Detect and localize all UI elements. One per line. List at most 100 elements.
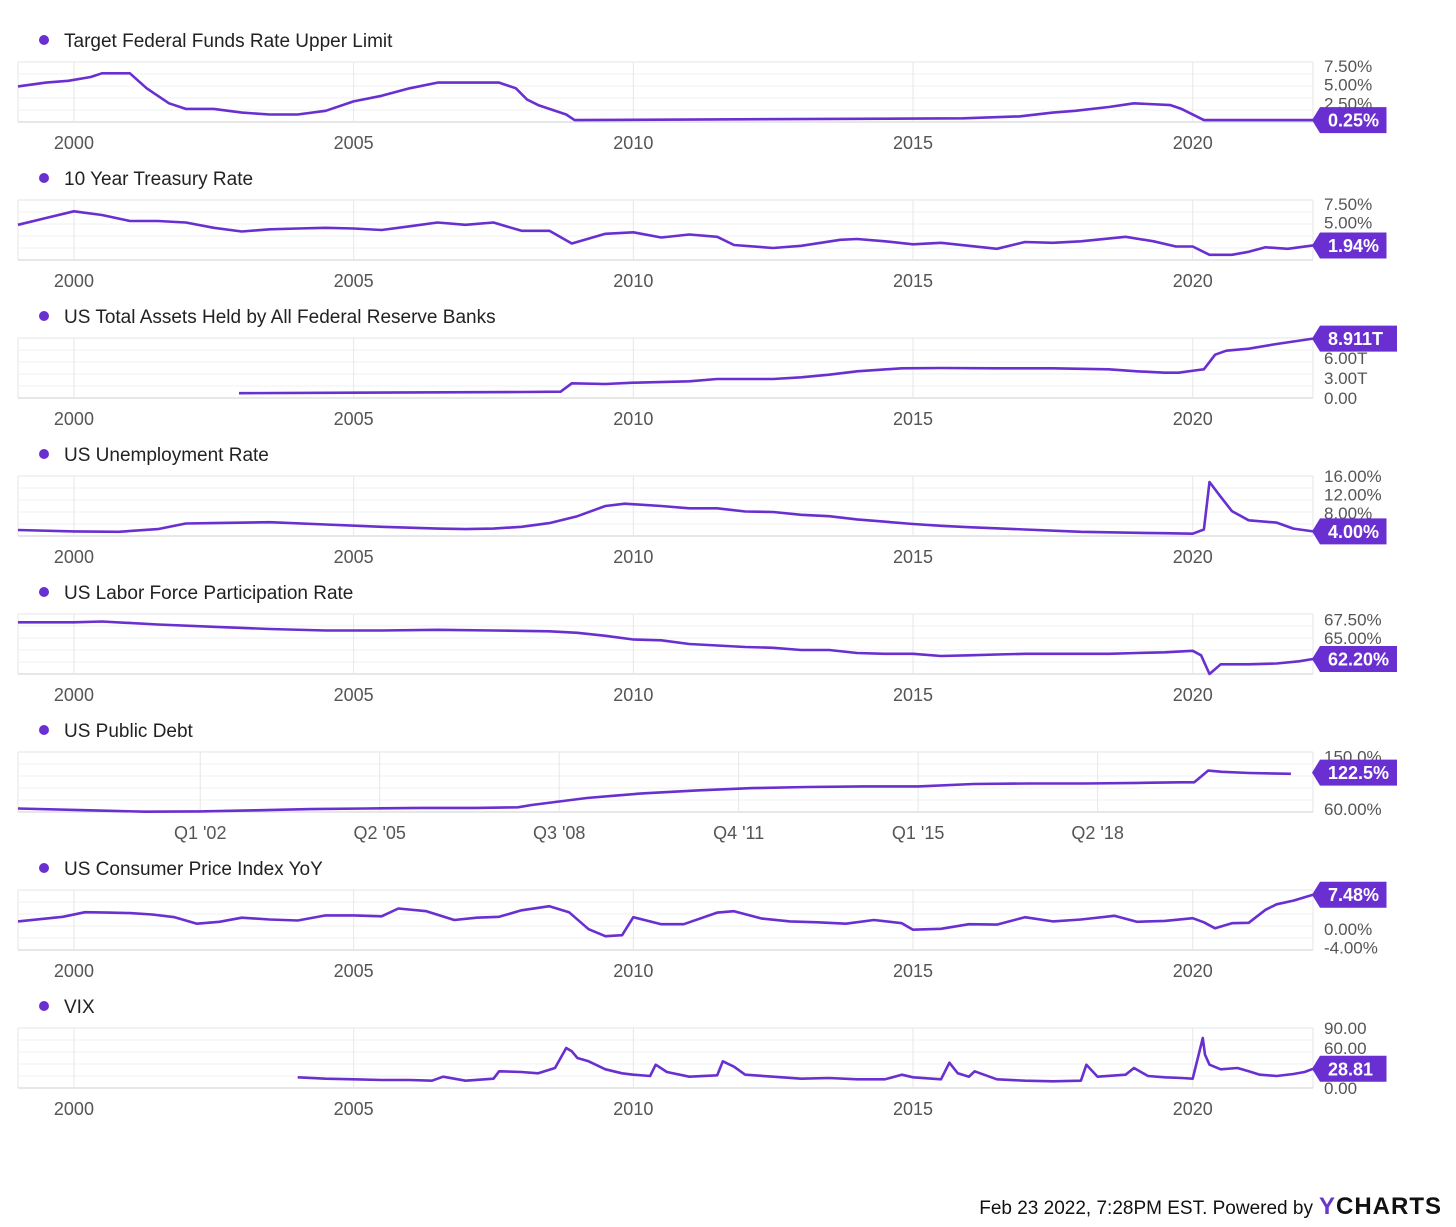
legend-dot	[39, 35, 49, 45]
x-tick-label: 2005	[334, 1099, 374, 1119]
x-tick-label: 2015	[893, 685, 933, 705]
x-tick-label: 2000	[54, 1099, 94, 1119]
series-line	[297, 1036, 1314, 1083]
chart-panel: 10 Year Treasury Rate 2000 2005 2010 2015 202…	[17, 169, 1387, 291]
x-tick-label: 2015	[893, 133, 933, 153]
legend-dot	[39, 1001, 49, 1011]
x-tick-label: 2015	[893, 409, 933, 429]
x-tick-label: 2005	[334, 409, 374, 429]
chart-panel: US Unemployment Rate 2000 2005 2010 2015 2020…	[17, 445, 1387, 567]
current-value-label: 62.20%	[1328, 650, 1389, 670]
chart-title: VIX	[64, 997, 95, 1018]
y-tick-label: 3.00T	[1324, 369, 1367, 388]
series-line	[17, 769, 1291, 813]
x-tick-label: 2005	[334, 133, 374, 153]
chart-title: US Labor Force Participation Rate	[64, 583, 353, 604]
x-tick-label: 2005	[334, 547, 374, 567]
y-tick-label: 6.00T	[1324, 349, 1367, 368]
current-value-badge	[1312, 759, 1397, 786]
legend-dot	[39, 725, 49, 735]
legend-dot	[39, 863, 49, 873]
ycharts-logo[interactable]: YCHARTS	[1318, 1193, 1442, 1220]
x-tick-label: 2005	[334, 685, 374, 705]
y-tick-label: 5.00%	[1324, 76, 1372, 95]
current-value-badge	[1312, 107, 1387, 134]
x-tick-label: 2010	[613, 961, 653, 981]
current-value-label: 8.911T	[1328, 329, 1383, 349]
x-tick-label: 2020	[1173, 1099, 1213, 1119]
x-tick-label: 2010	[613, 271, 653, 291]
chart-title: 10 Year Treasury Rate	[64, 169, 253, 190]
series-line	[17, 72, 1313, 122]
current-value-badge	[1312, 881, 1387, 908]
chart-panel: Target Federal Funds Rate Upper Limit 200…	[17, 31, 1387, 153]
chart-title: US Consumer Price Index YoY	[64, 859, 323, 880]
y-tick-label: 7.50%	[1324, 195, 1372, 214]
y-tick-label: 65.00%	[1324, 629, 1382, 648]
chart-title: US Total Assets Held by All Federal Rese…	[64, 307, 496, 328]
current-value-label: 122.5%	[1328, 763, 1389, 783]
current-value-badge	[1312, 518, 1387, 545]
current-value-badge	[1312, 1055, 1387, 1082]
x-tick-label: 2005	[334, 961, 374, 981]
current-value-label: 7.48%	[1328, 885, 1379, 905]
x-tick-label: 2020	[1173, 685, 1213, 705]
current-value-label: 28.81	[1328, 1059, 1373, 1079]
x-tick-label: 2010	[613, 685, 653, 705]
y-tick-label: 90.00	[1324, 1019, 1367, 1038]
series-line	[18, 620, 1314, 676]
y-tick-label: -4.00%	[1324, 939, 1378, 958]
x-tick-label: 2015	[893, 547, 933, 567]
legend-dot	[39, 173, 49, 183]
y-tick-label: 0.00	[1324, 1079, 1357, 1098]
x-tick-label: 2010	[613, 547, 653, 567]
x-tick-label: Q1 '02	[174, 823, 226, 843]
x-tick-label: 2000	[54, 271, 94, 291]
x-tick-label: Q4 '11	[713, 823, 764, 843]
chart-title: Target Federal Funds Rate Upper Limit	[64, 31, 393, 52]
series-line	[17, 480, 1314, 535]
current-value-badge	[1312, 232, 1387, 259]
legend-dot	[39, 587, 49, 597]
legend-dot	[39, 449, 49, 459]
chart-panel: US Consumer Price Index YoY 2000 2005 2010 2…	[17, 859, 1387, 981]
x-tick-label: 2010	[613, 409, 653, 429]
x-tick-label: Q2 '05	[353, 823, 405, 843]
x-tick-label: 2020	[1173, 409, 1213, 429]
x-tick-label: 2020	[1173, 961, 1213, 981]
current-value-badge	[1312, 646, 1397, 672]
y-tick-label: 5.00%	[1324, 214, 1372, 233]
x-tick-label: 2000	[54, 409, 94, 429]
x-tick-label: 2000	[54, 547, 94, 567]
series-line	[238, 337, 1314, 395]
y-tick-label: 8.00%	[1324, 504, 1372, 523]
x-tick-label: 2005	[334, 271, 374, 291]
chart-panel: US Public Debt Q1 '02 Q2 '05 Q3 '08 Q4 '11 Q1…	[17, 721, 1397, 843]
y-tick-label: 0.00%	[1324, 920, 1372, 939]
x-tick-label: 2015	[893, 271, 933, 291]
chart-panel: US Total Assets Held by All Federal Rese…	[17, 307, 1397, 429]
y-tick-label: 12.00%	[1324, 485, 1382, 504]
x-tick-label: 2015	[893, 961, 933, 981]
x-tick-label: 2015	[893, 1099, 933, 1119]
x-tick-label: 2000	[54, 961, 94, 981]
current-value-label: 0.25%	[1328, 111, 1379, 131]
x-tick-label: 2020	[1173, 271, 1213, 291]
chart-title: US Public Debt	[64, 721, 194, 742]
footer-timestamp: Feb 23 2022, 7:28PM EST. Powered by	[979, 1198, 1313, 1219]
y-tick-label: 60.00	[1324, 1039, 1367, 1058]
x-tick-label: 2010	[613, 133, 653, 153]
x-tick-label: 2020	[1173, 547, 1213, 567]
x-tick-label: Q1 '15	[892, 823, 944, 843]
footer: Feb 23 2022, 7:28PM EST. Powered by YCHA…	[979, 1193, 1442, 1221]
x-tick-label: Q2 '18	[1071, 823, 1123, 843]
y-tick-label: 0.00	[1324, 389, 1357, 408]
current-value-badge	[1312, 325, 1397, 352]
y-tick-label: 16.00%	[1324, 467, 1382, 486]
series-line	[17, 893, 1314, 938]
x-tick-label: 2000	[54, 685, 94, 705]
y-tick-label: 7.50%	[1324, 57, 1372, 76]
current-value-label: 4.00%	[1328, 522, 1379, 542]
x-tick-label: 2010	[613, 1099, 653, 1119]
